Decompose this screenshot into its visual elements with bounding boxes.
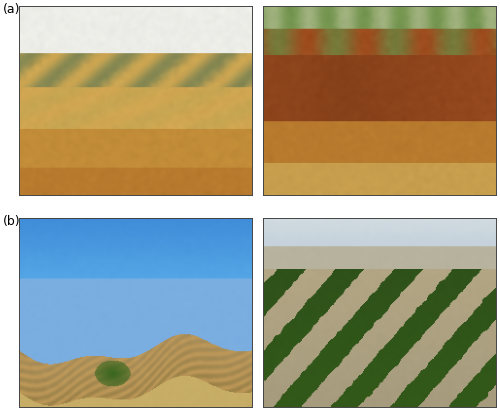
Text: (a): (a) — [3, 3, 20, 16]
Text: (b): (b) — [3, 215, 20, 228]
